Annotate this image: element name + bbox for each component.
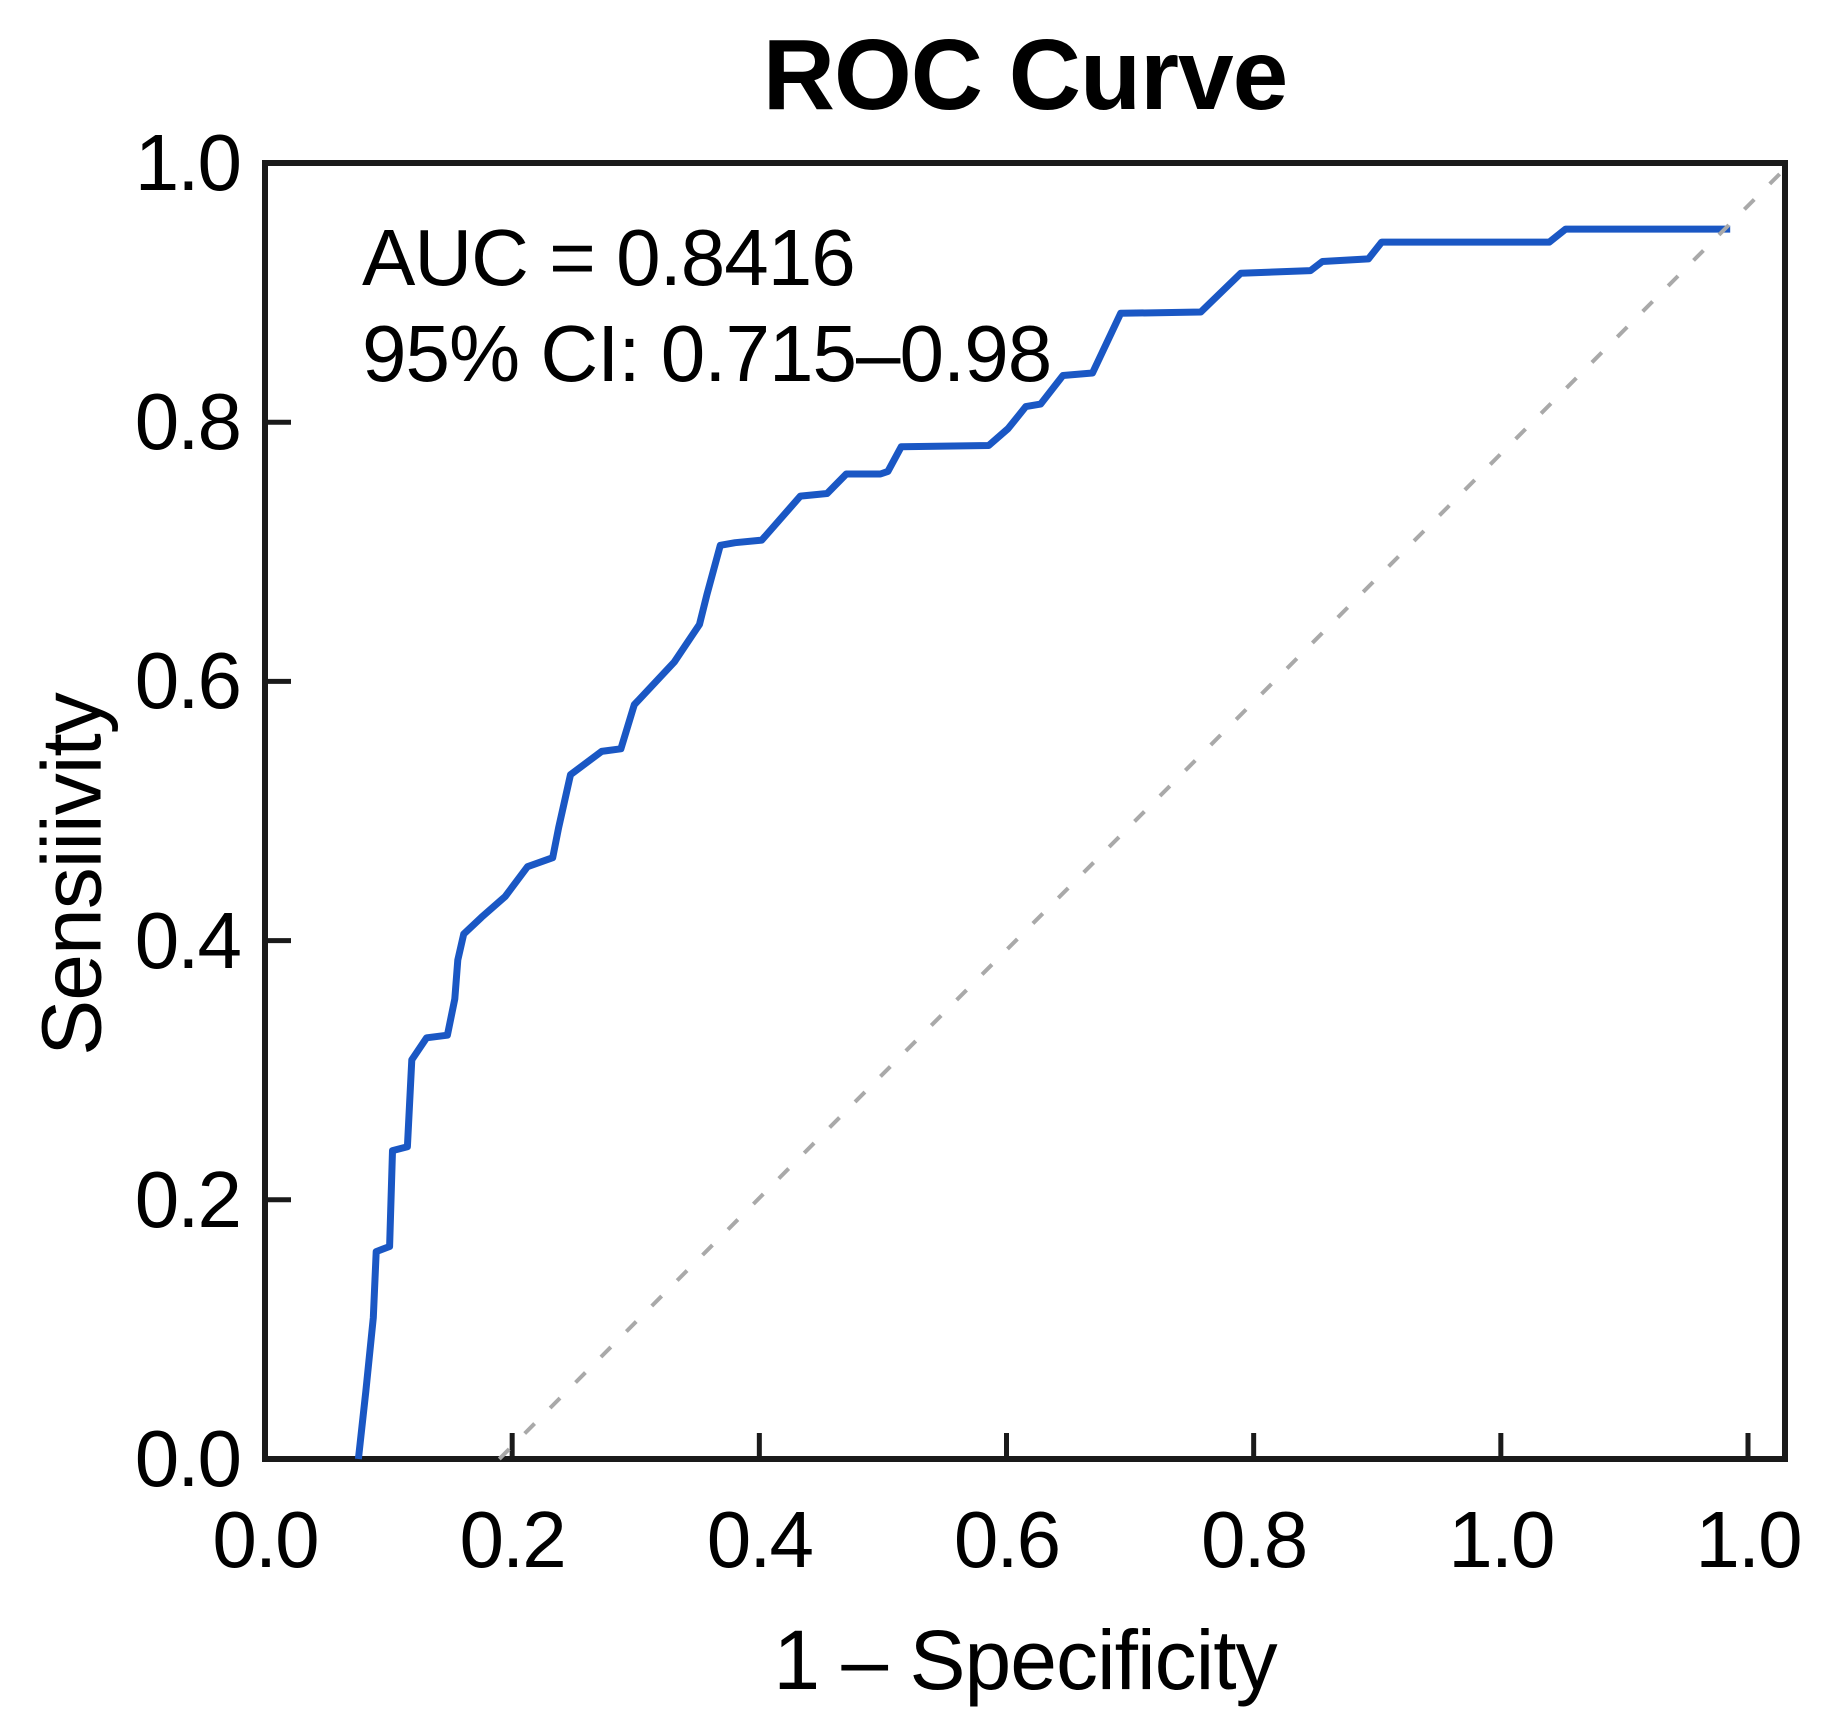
y-tick-label: 1.0 [134,118,242,207]
x-tick-label: 0.4 [706,1495,814,1584]
chance-diagonal-line [497,164,1788,1461]
x-tick-label: 1.0 [1695,1495,1802,1584]
ci-value-text: 95% CI: 0.715–0.98 [362,309,1052,398]
y-axis-title: Sensiiivity [24,693,119,1056]
x-axis-title: 1 – Specificity [773,1613,1277,1707]
axis-spines [262,160,1788,1462]
x-tick-label: 0.6 [953,1495,1061,1584]
y-tick-label: 0.0 [134,1414,242,1503]
x-tick-label: 0.0 [212,1495,319,1584]
auc-annotation: AUC = 0.8416 95% CI: 0.715–0.98 [362,210,1052,402]
x-tick-label: 0.8 [1201,1495,1308,1584]
y-tick-label: 0.4 [134,895,242,985]
roc-curve-line [354,225,1731,1460]
y-tick-label: 0.2 [134,1154,242,1244]
x-tick-label: 0.2 [459,1495,567,1584]
y-tick-label: 0.6 [134,636,242,726]
auc-value-text: AUC = 0.8416 [362,213,856,302]
roc-plot-svg [262,160,1788,1462]
chart-title: ROC Curve [762,19,1288,131]
plot-area [262,160,1788,1462]
y-tick-label: 0.8 [134,377,242,467]
x-tick-label: 1.0 [1448,1495,1555,1584]
